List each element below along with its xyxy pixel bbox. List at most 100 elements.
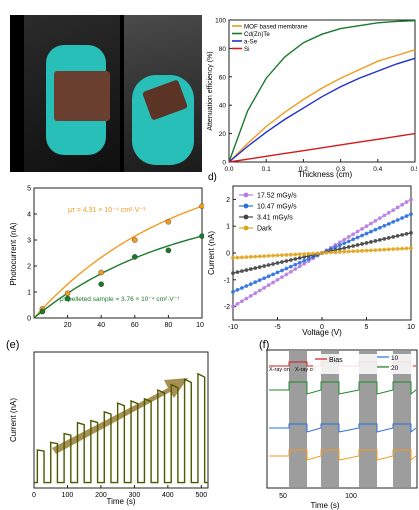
- iv-point: [248, 282, 253, 286]
- attenuation-legend-label: a-Se: [244, 38, 258, 45]
- iv-point: [351, 244, 356, 248]
- xray-on-band-3: [359, 351, 377, 487]
- iv-point: [373, 239, 378, 243]
- iv-point: [400, 246, 404, 251]
- iv-point: [275, 277, 280, 282]
- iv-point: [386, 247, 391, 252]
- iv-point: [280, 260, 284, 264]
- iv-point: [284, 272, 289, 277]
- iv-point: [244, 268, 249, 272]
- photocurrent-fit-1: [33, 235, 203, 319]
- iv-point: [382, 213, 387, 218]
- iv-ytick-label: 1: [226, 224, 230, 231]
- iv-point: [271, 262, 275, 266]
- photocurrent-point: [98, 269, 104, 276]
- photo-panel: [10, 15, 202, 172]
- iv-point: [377, 216, 382, 221]
- iv-point: [404, 232, 409, 236]
- iv-legend-marker: [243, 203, 249, 209]
- time-current-axes: [33, 351, 209, 489]
- iv-point: [257, 254, 262, 259]
- iv-point: [355, 243, 360, 247]
- photo-flat-membrane: [24, 15, 120, 172]
- iv-point: [302, 261, 307, 266]
- photocurrent-chart: 0 1 2 3 4 5 20 40 60 80 100 μτ = 4.31 × 10⁻⁴ cm²·…: [9, 186, 204, 329]
- iv-point: [337, 247, 342, 251]
- attenuation-series-2: [228, 57, 416, 163]
- iv-point: [369, 240, 373, 244]
- iv-point: [351, 237, 356, 242]
- iv-point: [288, 264, 293, 269]
- iv-point: [342, 241, 347, 246]
- iv-point: [275, 261, 280, 265]
- iv-point: [271, 272, 275, 277]
- panel-label-e: (e): [6, 339, 19, 351]
- iv-point: [302, 258, 307, 263]
- iv-point: [373, 227, 378, 232]
- attenuation-legend-label: Si: [244, 46, 250, 53]
- photocurrent-ytick-label: 2: [27, 264, 31, 271]
- iv-point: [306, 256, 311, 261]
- xray-off-label: X-ray off: [295, 367, 316, 373]
- iv-point: [386, 210, 391, 215]
- iv-point: [346, 249, 351, 254]
- iv-point: [391, 208, 396, 213]
- iv-point: [409, 246, 413, 251]
- photocurrent-xtick-label: 80: [165, 322, 173, 329]
- iv-point: [337, 250, 342, 254]
- iv-point: [355, 229, 360, 234]
- iv-point: [395, 218, 400, 222]
- photocurrent-xtick-label: 60: [131, 322, 139, 329]
- iv-point: [360, 226, 364, 231]
- iv-point: [404, 200, 409, 204]
- xray-on-band-2: [321, 351, 339, 487]
- iv-point: [395, 246, 400, 251]
- iv-point: [306, 251, 311, 256]
- photocurrent-xtick-label: 40: [97, 322, 105, 329]
- iv-point: [377, 225, 382, 230]
- attenuation-series-0: [228, 49, 416, 163]
- iv-point: [373, 248, 378, 253]
- iv-xlabel: Voltage (V): [302, 328, 342, 337]
- iv-point: [386, 221, 391, 226]
- iv-point: [382, 237, 387, 241]
- panel-label-f: (f): [259, 339, 269, 351]
- iv-point: [240, 269, 244, 273]
- photo-rolled-membrane: [124, 15, 202, 172]
- iv-point: [288, 258, 293, 262]
- iv-point: [231, 271, 235, 275]
- photocurrent-ytick-label: 4: [27, 212, 31, 219]
- iv-point: [355, 235, 360, 240]
- iv-point: [382, 223, 387, 228]
- iv-point: [395, 234, 400, 238]
- iv-xtick-label: 5: [365, 324, 369, 331]
- bias-xtick-50: 50: [279, 493, 287, 500]
- iv-point: [244, 296, 249, 301]
- iv-point: [342, 237, 347, 242]
- iv-point: [391, 220, 396, 224]
- iv-ytick-label: 2: [226, 197, 230, 204]
- iv-point: [253, 266, 258, 270]
- attenuation-xtick-label: 0.0: [224, 166, 233, 173]
- iv-point: [257, 278, 262, 283]
- photocurrent-ytick-label: 3: [27, 238, 31, 245]
- attenuation-legend-label: MOF based membrane: [244, 23, 308, 30]
- xray-on-label: X-ray on: [269, 367, 290, 373]
- iv-point: [257, 288, 262, 293]
- iv-point: [248, 293, 253, 298]
- iv-point: [391, 247, 396, 252]
- photocurrent-ytick-label: 5: [27, 186, 31, 193]
- bias-legend-10: 10: [391, 355, 399, 362]
- attenuation-legend-label: Cd(Zn)Te: [244, 31, 270, 38]
- iv-point: [324, 250, 329, 255]
- iv-point: [302, 255, 307, 259]
- photocurrent-point: [64, 295, 71, 302]
- bias-legend-bias: Bias: [329, 357, 343, 364]
- iv-point: [253, 254, 258, 259]
- iv-point: [364, 224, 369, 229]
- iv-point: [346, 239, 351, 244]
- photocurrent-point: [39, 308, 46, 315]
- photocurrent-axes: [33, 187, 203, 319]
- attenuation-xtick-label: 0.4: [373, 166, 382, 173]
